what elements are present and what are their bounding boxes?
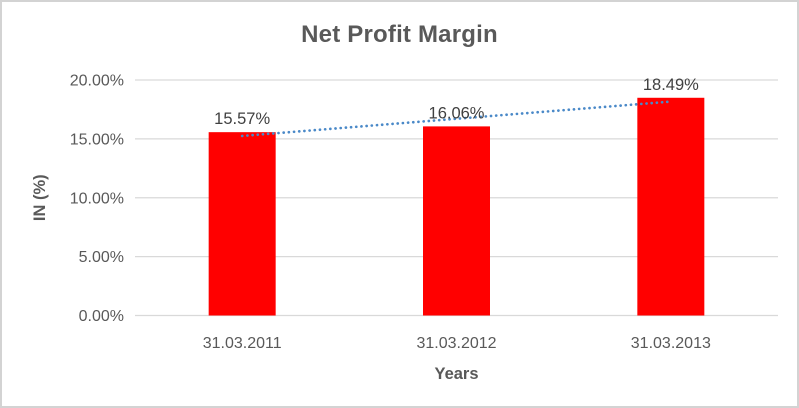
y-tick-label: 0.00% xyxy=(79,308,124,325)
bar-data-label: 15.57% xyxy=(214,110,270,128)
bar-data-label: 16.06% xyxy=(429,104,485,122)
y-tick-label: 10.00% xyxy=(70,190,124,207)
bar-31.03.2013[interactable] xyxy=(637,97,705,316)
linear-trendline[interactable] xyxy=(240,100,673,138)
x-tick-label: 31.03.2013 xyxy=(631,335,711,352)
y-tick-label: 5.00% xyxy=(79,249,124,266)
y-tick-label: 20.00% xyxy=(70,73,124,90)
x-tick-label: 31.03.2011 xyxy=(203,335,282,352)
x-tick-label: 31.03.2012 xyxy=(416,335,496,352)
bar-31.03.2012[interactable] xyxy=(423,126,490,316)
bar-data-label: 18.49% xyxy=(643,76,699,94)
x-axis-title: Years xyxy=(434,365,478,383)
y-axis-title: IN (%) xyxy=(31,174,49,221)
bar-31.03.2011[interactable] xyxy=(208,132,276,316)
y-tick-label: 15.00% xyxy=(70,131,124,148)
chart-title[interactable]: Net Profit Margin xyxy=(301,21,498,48)
